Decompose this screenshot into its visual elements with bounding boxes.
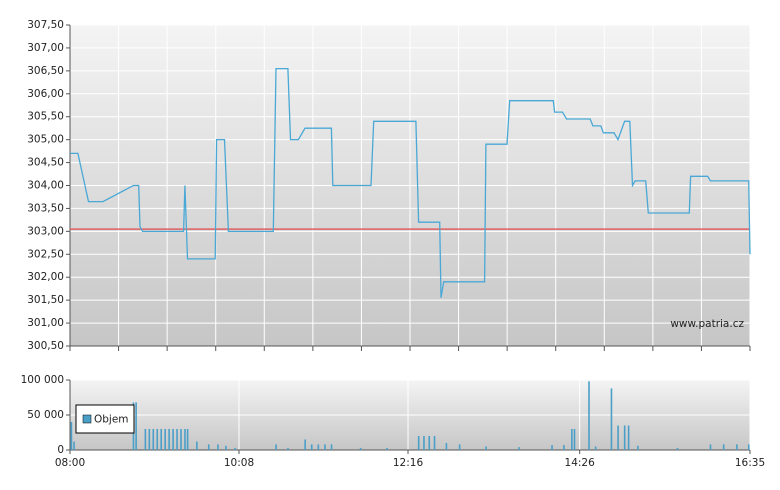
volume-bar (458, 444, 461, 450)
volume-bar (196, 441, 198, 450)
y-tick-label: 307,00 (27, 42, 64, 54)
volume-bar (317, 444, 320, 450)
volume-bar (485, 446, 487, 450)
volume-bar (73, 441, 75, 450)
x-tick-label: 08:00 (55, 457, 85, 469)
volume-bar (330, 444, 333, 450)
volume-bar (217, 444, 219, 450)
y-tick-label: 305,00 (27, 134, 64, 146)
volume-bar (551, 445, 553, 450)
y-tick-label: 304,00 (27, 180, 64, 192)
volume-bar (637, 445, 639, 450)
x-tick-label: 10:08 (224, 457, 254, 469)
volume-bar (207, 444, 210, 450)
volume-bar (180, 429, 182, 450)
volume-bar (428, 436, 431, 450)
volume-bar (445, 443, 448, 450)
x-tick-label: 14:26 (565, 457, 596, 469)
volume-bar (70, 422, 73, 450)
y-tick-label: 306,50 (27, 65, 64, 77)
volume-bar (310, 444, 313, 450)
y-tick-label: 50 000 (27, 409, 64, 421)
volume-bar (144, 429, 147, 450)
volume-bar (172, 429, 174, 450)
y-tick-label: 304,50 (27, 157, 64, 169)
volume-bar (152, 429, 155, 450)
volume-bar (588, 381, 590, 450)
volume-bar (234, 447, 236, 450)
x-tick-label: 12:16 (393, 457, 424, 469)
volume-bar (417, 436, 420, 450)
y-tick-label: 307,50 (27, 19, 64, 31)
volume-bar (148, 429, 151, 450)
volume-bar (225, 445, 227, 450)
volume-bar (573, 429, 576, 450)
volume-bar (324, 444, 326, 450)
volume-bar (164, 429, 166, 450)
y-tick-label: 0 (57, 444, 64, 456)
volume-bar (176, 429, 178, 450)
volume-bar (135, 402, 137, 450)
volume-bar (571, 429, 573, 450)
volume-bar (610, 388, 613, 450)
volume-bar (433, 436, 436, 450)
volume-bar (627, 425, 630, 450)
volume-bar (359, 447, 362, 450)
y-tick-label: 303,00 (27, 225, 64, 237)
y-tick-label: 303,50 (27, 202, 64, 214)
volume-bar (709, 444, 712, 450)
volume-bar (747, 444, 750, 450)
legend-label: Objem (94, 414, 129, 426)
volume-bar (287, 447, 289, 450)
y-tick-label: 300,50 (27, 340, 64, 352)
volume-bar (722, 444, 725, 450)
volume-bar (594, 446, 597, 450)
watermark: www.patria.cz (670, 318, 744, 330)
y-tick-label: 305,50 (27, 111, 64, 123)
volume-bar (386, 447, 388, 450)
volume-bar (617, 425, 619, 450)
y-tick-label: 302,00 (27, 271, 64, 283)
volume-bar (184, 429, 186, 450)
y-tick-label: 301,50 (27, 294, 64, 306)
volume-bar (736, 444, 738, 450)
volume-bar (160, 429, 163, 450)
volume-bar (676, 447, 679, 450)
y-tick-label: 100 000 (21, 374, 64, 386)
volume-bar (518, 447, 520, 450)
y-tick-label: 306,00 (27, 88, 64, 100)
volume-bar (186, 429, 189, 450)
volume-bar (168, 429, 170, 450)
y-tick-label: 302,50 (27, 248, 64, 260)
volume-bar (563, 445, 565, 450)
legend-swatch (82, 414, 92, 424)
price-line (70, 67, 751, 298)
volume-bar (275, 444, 277, 450)
y-tick-label: 301,00 (27, 317, 64, 329)
volume-bar (304, 439, 306, 450)
volume-bar (423, 436, 425, 450)
volume-bar (623, 425, 626, 450)
volume-bar (156, 429, 159, 450)
x-tick-label: 16:35 (735, 457, 765, 469)
